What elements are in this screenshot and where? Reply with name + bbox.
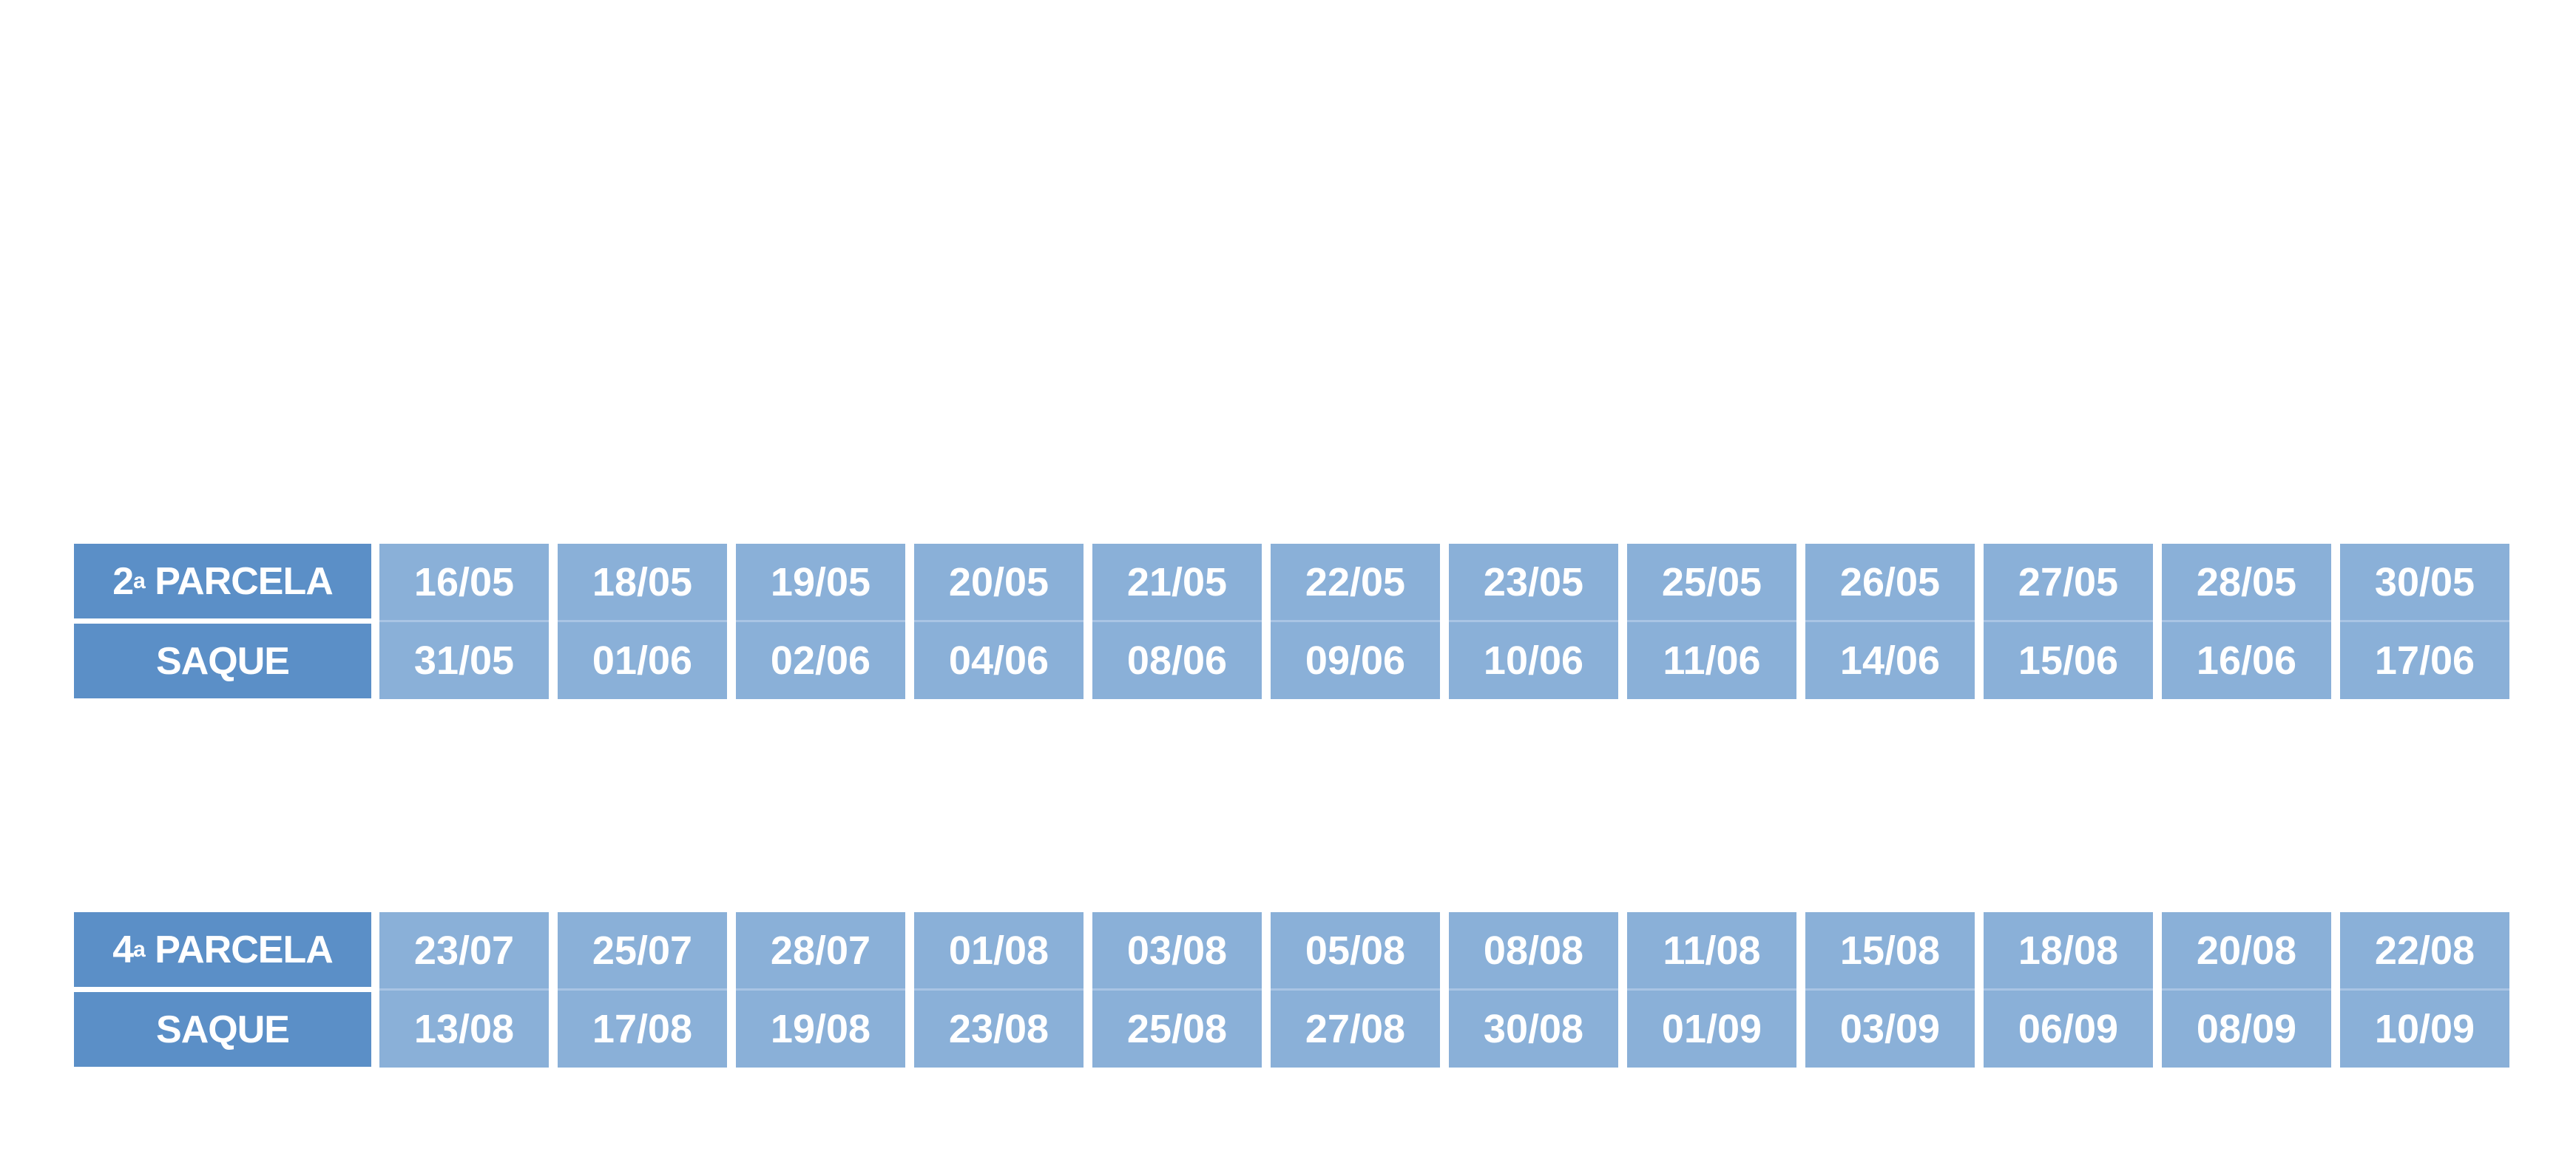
date-column: 01/08 23/08 [914,912,1084,1068]
parcela-date-cell: 20/05 [914,544,1084,622]
parcela-date-cell: 01/08 [914,912,1084,991]
date-column: 19/05 02/06 [736,544,905,699]
saque-date-cell: 15/06 [2018,638,2119,683]
saque-date-cell: 16/06 [2196,638,2297,683]
saque-date-cell: 31/05 [413,638,515,683]
ordinal-indicator: a [133,568,146,593]
date-column: 16/05 31/05 [379,544,549,699]
parcela-date-cell: 23/05 [1449,544,1618,622]
saque-date-cell: 06/09 [2018,1006,2119,1051]
date-column: 20/05 04/06 [914,544,1084,699]
saque-date-cell: 04/06 [948,638,1049,683]
parcela-date-cell: 28/07 [736,912,905,991]
saque-date-cell: 01/09 [1661,1006,1762,1051]
parcela-date-cell: 23/07 [379,912,549,991]
saque-date-cell: 19/08 [770,1006,871,1051]
saque-date-cell: 08/06 [1126,638,1228,683]
saque-date-cell: 30/08 [1483,1006,1584,1051]
saque-label: SAQUE [74,992,371,1067]
saque-date-cell: 23/08 [948,1006,1049,1051]
saque-date-cell: 13/08 [413,1006,515,1051]
parcela-date-cell: 22/05 [1271,544,1440,622]
saque-date-cell: 02/06 [770,638,871,683]
date-column: 28/05 16/06 [2162,544,2331,699]
saque-date-cell: 10/09 [2374,1006,2475,1051]
saque-label: SAQUE [74,624,371,698]
date-column: 23/07 13/08 [379,912,549,1068]
saque-date-cell: 01/06 [592,638,693,683]
parcela-date-cell: 26/05 [1805,544,1975,622]
date-column: 03/08 25/08 [1092,912,1262,1068]
parcela-date-cell: 05/08 [1271,912,1440,991]
saque-date-cell: 27/08 [1305,1006,1406,1051]
date-column: 22/08 10/09 [2340,912,2509,1068]
saque-date-cell: 09/06 [1305,638,1406,683]
ordinal-indicator: a [133,937,146,962]
parcela-date-cell: 19/05 [736,544,905,622]
date-column: 25/05 11/06 [1627,544,1796,699]
date-column: 28/07 19/08 [736,912,905,1068]
parcela-word: PARCELA [155,559,333,603]
parcela-date-cell: 28/05 [2162,544,2331,622]
date-column: 22/05 09/06 [1271,544,1440,699]
saque-date-cell: 11/06 [1663,638,1761,683]
saque-date-cell: 25/08 [1126,1006,1228,1051]
parcela-word: PARCELA [155,928,333,971]
parcela-date-cell: 11/08 [1627,912,1796,991]
parcela-date-cell: 30/05 [2340,544,2509,622]
saque-date-cell: 17/06 [2374,638,2475,683]
parcela-date-cell: 15/08 [1805,912,1975,991]
date-column: 21/05 08/06 [1092,544,1262,699]
date-column: 30/05 17/06 [2340,544,2509,699]
date-column: 05/08 27/08 [1271,912,1440,1068]
saque-date-cell: 17/08 [592,1006,693,1051]
parcela-date-cell: 18/08 [1984,912,2153,991]
parcela-date-cell: 16/05 [379,544,549,622]
parcela-date-cell: 18/05 [558,544,727,622]
date-column: 08/08 30/08 [1449,912,1618,1068]
saque-date-cell: 03/09 [1839,1006,1941,1051]
parcela-date-cell: 08/08 [1449,912,1618,991]
parcela-date-cell: 25/07 [558,912,727,991]
parcela-date-cell: 25/05 [1627,544,1796,622]
parcela-number: 2 [112,559,134,603]
date-column: 26/05 14/06 [1805,544,1975,699]
date-column: 18/05 01/06 [558,544,727,699]
saque-date-cell: 10/06 [1483,638,1584,683]
date-column: 18/08 06/09 [1984,912,2153,1068]
date-column: 20/08 08/09 [2162,912,2331,1068]
parcela-date-cell: 27/05 [1984,544,2153,622]
saque-date-cell: 08/09 [2196,1006,2297,1051]
date-column: 11/08 01/09 [1627,912,1796,1068]
saque-date-cell: 14/06 [1839,638,1941,683]
parcela-date-cell: 03/08 [1092,912,1262,991]
date-column: 27/05 15/06 [1984,544,2153,699]
parcela-number: 4 [112,928,134,971]
date-column: 25/07 17/08 [558,912,727,1068]
parcela-date-cell: 21/05 [1092,544,1262,622]
date-column: 15/08 03/09 [1805,912,1975,1068]
parcela-date-cell: 22/08 [2340,912,2509,991]
parcela-date-cell: 20/08 [2162,912,2331,991]
date-column: 23/05 10/06 [1449,544,1618,699]
